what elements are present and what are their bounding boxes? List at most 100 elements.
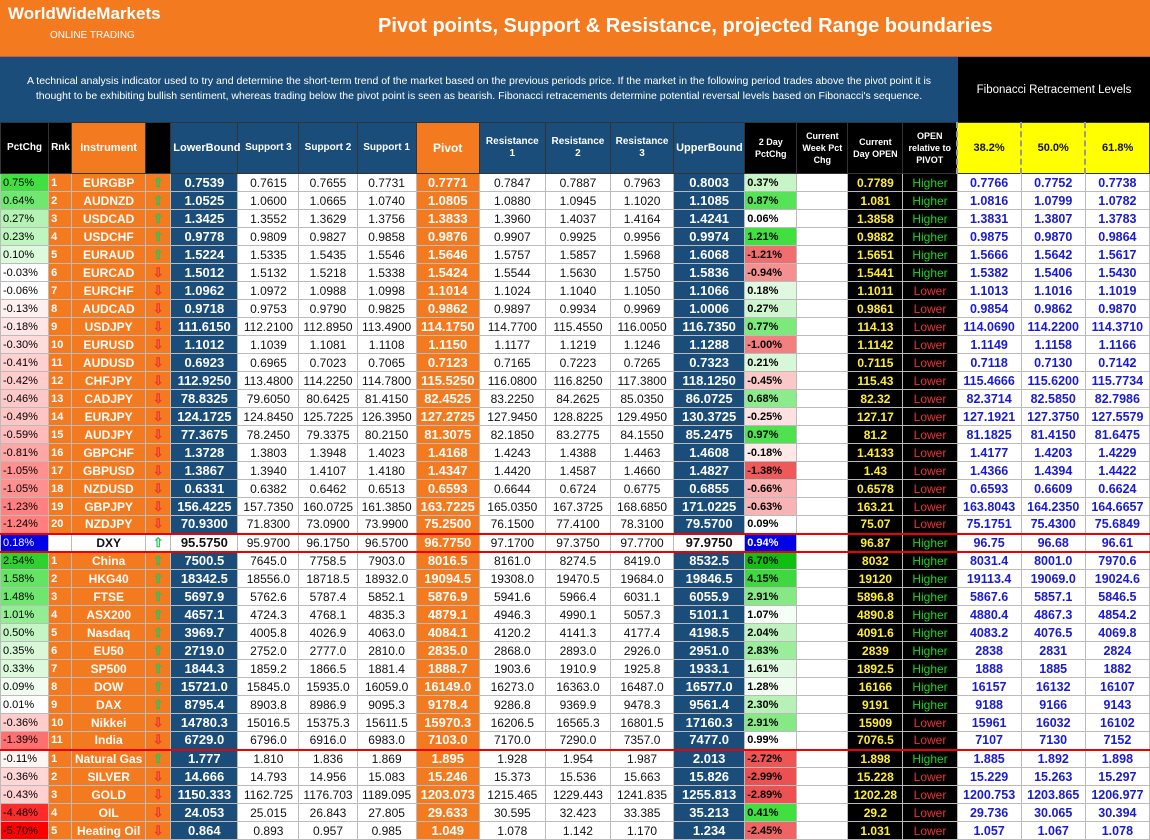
open-cell: 1.5441 (847, 263, 904, 282)
current-week-cell (796, 695, 849, 714)
support2-cell: 1.1081 (298, 335, 358, 354)
rank-cell: 1 (48, 173, 73, 192)
pivot-cell: 0.9876 (415, 227, 480, 246)
fib-618-cell: 1206.977 (1084, 785, 1150, 804)
table-row: 0.35% 6 EU50 ⇧ 2719.0 2752.0 2777.0 2810.0 2835.… (0, 641, 1150, 660)
open-relative-cell: Lower (902, 425, 958, 444)
fib-500-cell: 1.1016 (1020, 281, 1086, 300)
instrument-cell: USDJPY (71, 317, 147, 336)
instrument-cell: USDCAD (71, 209, 147, 228)
table-row: 1.48% 3 FTSE ⇧ 5697.9 5762.6 5787.4 5852.1 5876.… (0, 587, 1150, 606)
rank-cell: 18 (48, 479, 73, 498)
upperbound-cell: 1.4608 (673, 443, 746, 462)
support1-cell: 2810.0 (356, 641, 417, 660)
lowerbound-cell: 5697.9 (170, 587, 239, 606)
lowerbound-cell: 0.7539 (170, 173, 239, 192)
resistance2-cell: 0.7223 (544, 353, 611, 372)
fib-382-cell: 4083.2 (956, 623, 1022, 642)
arrow-up-icon: ⇧ (145, 641, 172, 660)
header-fib-618: 61.8% (1084, 122, 1150, 174)
header-resistance3: Resistance 3 (609, 122, 675, 174)
arrow-down-icon: ⇩ (145, 335, 172, 354)
current-week-cell (796, 479, 849, 498)
fib-618-cell: 0.7738 (1084, 173, 1150, 192)
two-day-pct-cell: -2.99% (744, 767, 798, 786)
pivot-cell: 19094.5 (415, 569, 480, 588)
rank-cell: 3 (48, 587, 73, 606)
support1-cell: 0.7065 (356, 353, 417, 372)
upperbound-cell: 97.9750 (673, 532, 746, 553)
pct-cell: 0.75% (0, 173, 50, 192)
pct-cell: -1.05% (0, 479, 50, 498)
open-cell: 114.13 (847, 317, 904, 336)
header-fib-500: 50.0% (1020, 122, 1086, 174)
resistance2-cell: 1.0945 (544, 191, 611, 210)
fib-500-cell: 15.263 (1020, 767, 1086, 786)
fib-500-cell: 19069.0 (1020, 569, 1086, 588)
pct-cell: 1.48% (0, 587, 50, 606)
support2-cell: 15935.0 (298, 677, 358, 696)
open-relative-cell: Higher (902, 263, 958, 282)
support1-cell: 81.4150 (356, 389, 417, 408)
support3-cell: 0.9753 (237, 299, 300, 318)
lowerbound-cell: 77.3675 (170, 425, 239, 444)
support1-cell: 18932.0 (356, 569, 417, 588)
open-relative-cell: Higher (902, 532, 958, 553)
upperbound-cell: 171.0225 (673, 497, 746, 516)
fib-618-cell: 114.3710 (1084, 317, 1150, 336)
open-relative-cell: Higher (902, 587, 958, 606)
resistance1-cell: 4946.3 (478, 605, 546, 624)
two-day-pct-cell: 0.97% (744, 425, 798, 444)
resistance1-cell: 19308.0 (478, 569, 546, 588)
fib-500-cell: 0.9870 (1020, 227, 1086, 246)
lowerbound-cell: 1.5224 (170, 245, 239, 264)
fib-382-cell: 1200.753 (956, 785, 1022, 804)
rank-cell: 5 (48, 623, 73, 642)
current-week-cell (796, 281, 849, 300)
two-day-pct-cell: 1.07% (744, 605, 798, 624)
resistance2-cell: 16565.3 (544, 713, 611, 732)
pct-cell: -1.24% (0, 515, 50, 534)
upperbound-cell: 9561.4 (673, 695, 746, 714)
instrument-cell: SILVER (71, 767, 147, 786)
open-relative-cell: Lower (902, 371, 958, 390)
lowerbound-cell: 14780.3 (170, 713, 239, 732)
table-row: 0.64% 2 AUDNZD ⇧ 1.0525 1.0600 1.0665 1.0740 1.0… (0, 191, 1150, 210)
arrow-down-icon: ⇩ (145, 443, 172, 462)
current-week-cell (796, 371, 849, 390)
fib-500-cell: 0.7130 (1020, 353, 1086, 372)
pct-cell: -0.06% (0, 281, 50, 300)
lowerbound-cell: 95.5750 (170, 532, 239, 553)
current-week-cell (796, 443, 849, 462)
table-row: -0.13% 8 AUDCAD ⇩ 0.9718 0.9753 0.9790 0.9825 0.… (0, 299, 1150, 318)
lowerbound-cell: 0.6923 (170, 353, 239, 372)
fib-500-cell: 1.4394 (1020, 461, 1086, 480)
arrow-up-icon: ⇧ (145, 227, 172, 246)
open-cell: 1.1142 (847, 335, 904, 354)
support3-cell: 0.6965 (237, 353, 300, 372)
pct-cell: 0.18% (0, 532, 50, 553)
open-relative-cell: Higher (902, 173, 958, 192)
fib-382-cell: 7107 (956, 731, 1022, 750)
pivot-cell: 0.7123 (415, 353, 480, 372)
rank-cell: 16 (48, 443, 73, 462)
fib-382-cell: 0.6593 (956, 479, 1022, 498)
rank-cell: 17 (48, 461, 73, 480)
table-row: -0.03% 6 EURCAD ⇩ 1.5012 1.5132 1.5218 1.5338 1.… (0, 263, 1150, 282)
open-cell: 1.031 (847, 821, 904, 840)
resistance1-cell: 1215.465 (478, 785, 546, 804)
support1-cell: 1.4180 (356, 461, 417, 480)
lowerbound-cell: 70.9300 (170, 515, 239, 534)
support1-cell: 1.4023 (356, 443, 417, 462)
pivot-cell: 15.246 (415, 767, 480, 786)
pivot-cell: 1.0805 (415, 191, 480, 210)
resistance1-cell: 1.078 (478, 821, 546, 840)
support2-cell: 0.9827 (298, 227, 358, 246)
resistance3-cell: 0.6775 (609, 479, 675, 498)
current-week-cell (796, 803, 849, 822)
resistance1-cell: 1.928 (478, 748, 546, 768)
header-row: PctChg Rnk Instrument LowerBound Support… (0, 122, 1150, 174)
open-cell: 7076.5 (847, 731, 904, 750)
two-day-pct-cell: 2.04% (744, 623, 798, 642)
open-relative-cell: Higher (902, 550, 958, 570)
